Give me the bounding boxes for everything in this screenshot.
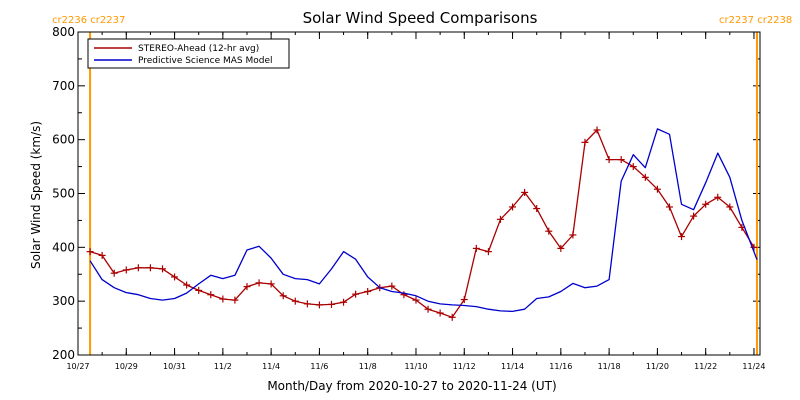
carrington-label: cr2237 cr2238 [719,15,792,26]
data-point [496,215,504,223]
x-tick-label: 11/20 [646,362,669,371]
data-point [98,251,106,259]
legend-label-model: Predictive Science MAS Model [138,56,273,66]
x-axis-label: Month/Day from 2020-10-27 to 2020-11-24 … [267,379,556,393]
x-tick-label: 11/6 [310,362,328,371]
chart-title: Solar Wind Speed Comparisons [303,9,538,27]
data-point [291,297,299,305]
data-point [388,282,396,290]
y-tick-label: 700 [52,79,75,93]
series-line-0 [89,129,755,318]
carrington-label: cr2236 cr2237 [52,15,125,26]
data-point [690,212,698,220]
data-point [581,138,589,146]
x-tick-label: 11/24 [742,362,765,371]
y-tick-label: 300 [52,294,75,308]
data-point [267,280,275,288]
data-point [364,287,372,295]
x-tick-label: 11/14 [501,362,524,371]
x-tick-label: 11/10 [404,362,427,371]
y-tick-label: 600 [52,133,75,147]
data-point [521,188,529,196]
data-point [714,193,722,201]
data-point [641,173,649,181]
data-point [605,156,613,164]
data-point [653,185,661,193]
data-point [448,313,456,321]
carrington-markers: cr2236 cr2237 cr2237 cr2238 [52,15,792,355]
data-point [279,292,287,300]
data-point [219,295,227,303]
data-point [436,309,444,317]
data-point [678,233,686,241]
data-point [171,273,179,281]
data-point [231,296,239,304]
x-tick-label: 11/2 [214,362,232,371]
data-point [629,163,637,171]
x-tick-label: 10/29 [115,362,138,371]
data-point [122,266,130,274]
data-point [110,269,118,277]
data-point [665,203,673,211]
data-point [545,227,553,235]
y-axis-label: Solar Wind Speed (km/s) [29,121,43,269]
y-tick-label: 500 [52,187,75,201]
legend-label-stereo: STEREO-Ahead (12-hr avg) [138,44,259,54]
data-point [593,126,601,134]
x-tick-label: 11/4 [262,362,280,371]
x-tick-label: 11/16 [549,362,572,371]
data-point [255,279,263,287]
data-point [509,203,517,211]
data-point [207,291,215,299]
y-tick-label: 800 [52,25,75,39]
data-point [400,291,408,299]
data-point [424,305,432,313]
data-point [557,244,565,252]
data-point [195,286,203,294]
data-point [352,290,360,298]
data-point [340,298,348,306]
series-layer [86,126,758,321]
data-point [617,156,625,164]
data-point [412,296,420,304]
data-point [327,300,335,308]
data-point [134,264,142,272]
data-point [533,205,541,213]
data-point [146,264,154,272]
data-point [484,248,492,256]
data-point [569,231,577,239]
legend-box [87,38,290,69]
x-tick-label: 10/31 [163,362,186,371]
y-tick-label: 200 [52,348,75,362]
data-point [86,248,94,256]
data-point [158,265,166,273]
data-point [726,203,734,211]
series-line-1 [89,128,758,313]
x-tick-label: 11/22 [694,362,717,371]
x-tick-label: 11/8 [359,362,377,371]
x-tick-label: 11/18 [598,362,621,371]
data-point [460,296,468,304]
x-tick-label: 11/12 [453,362,476,371]
y-tick-label: 400 [52,240,75,254]
data-point [702,200,710,208]
data-point [315,301,323,309]
x-tick-label: 10/27 [66,362,89,371]
data-point [472,244,480,252]
data-point [243,283,251,291]
data-point [183,281,191,289]
plot-border [77,31,761,356]
legend: STEREO-Ahead (12-hr avg) Predictive Scie… [87,38,290,69]
plot-frame [77,31,761,356]
data-point [303,300,311,308]
